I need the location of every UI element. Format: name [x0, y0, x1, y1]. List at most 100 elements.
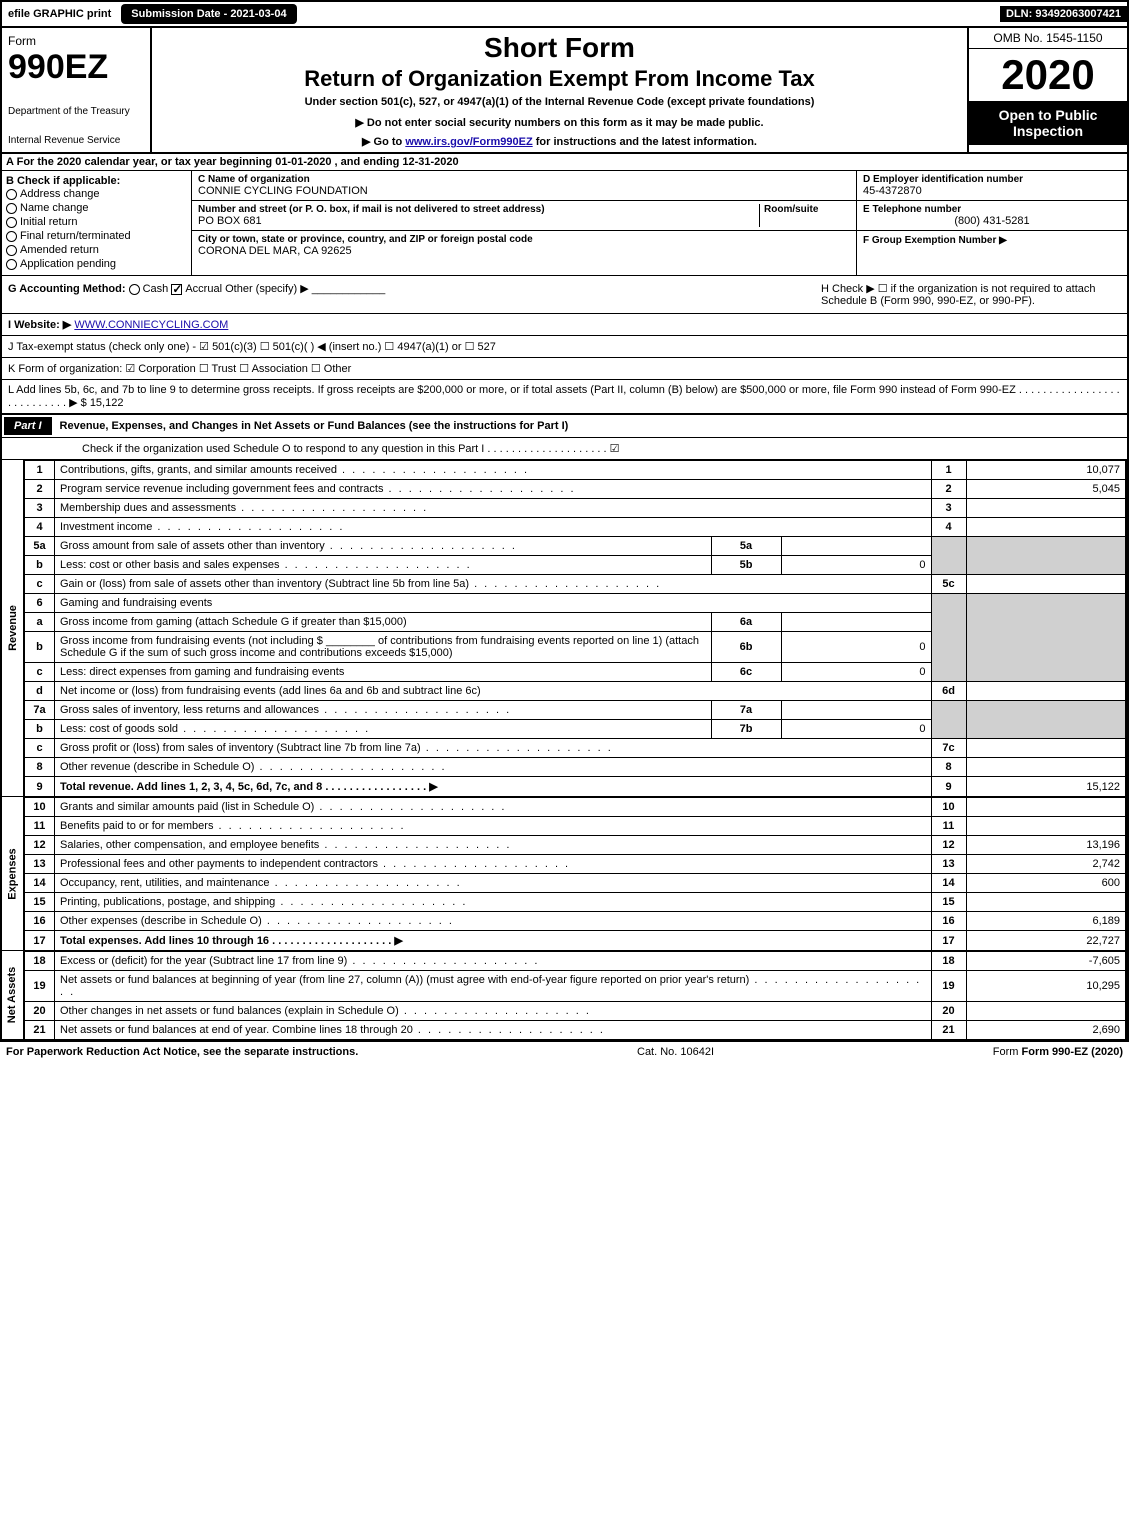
line-9-val: 15,122	[966, 777, 1126, 797]
footer-left: For Paperwork Reduction Act Notice, see …	[6, 1046, 358, 1058]
irs-label: Internal Revenue Service	[8, 135, 144, 146]
part-i-title: Revenue, Expenses, and Changes in Net As…	[54, 420, 569, 432]
line-17-val: 22,727	[966, 931, 1126, 951]
goto-pre: ▶ Go to	[362, 136, 405, 148]
line-12-rn: 12	[931, 836, 966, 855]
line-19-val: 10,295	[966, 971, 1126, 1002]
line-1-num: 1	[25, 461, 55, 480]
line-16: 16Other expenses (describe in Schedule O…	[25, 912, 1127, 931]
website-label: I Website: ▶	[8, 319, 71, 331]
line-6a-num: a	[25, 613, 55, 632]
line-3-num: 3	[25, 499, 55, 518]
revenue-sidelabel-text: Revenue	[7, 605, 19, 651]
line-11-val	[966, 817, 1126, 836]
chk-amended-return[interactable]: Amended return	[6, 243, 187, 257]
line-10-num: 10	[25, 798, 55, 817]
line-8: 8Other revenue (describe in Schedule O)8	[25, 758, 1127, 777]
group-exemption-label: F Group Exemption Number ▶	[863, 235, 1007, 246]
line-9-num: 9	[25, 777, 55, 797]
chk-accrual[interactable]: Accrual	[171, 283, 222, 295]
line-13-num: 13	[25, 855, 55, 874]
line-6-num: 6	[25, 594, 55, 613]
line-14-rn: 14	[931, 874, 966, 893]
goto-line: ▶ Go to www.irs.gov/Form990EZ for instru…	[160, 135, 959, 148]
line-7ab-rn-grey	[931, 701, 966, 739]
line-8-text: Other revenue (describe in Schedule O)	[55, 758, 932, 777]
line-3-rn: 3	[931, 499, 966, 518]
line-15-rn: 15	[931, 893, 966, 912]
form-prefix: Form	[8, 34, 144, 48]
website-link[interactable]: WWW.CONNIECYCLING.COM	[74, 319, 228, 331]
line-10-rn: 10	[931, 798, 966, 817]
box-b: B Check if applicable: Address change Na…	[2, 171, 192, 275]
line-5b-subval: 0	[781, 556, 931, 575]
room-label: Room/suite	[764, 204, 850, 215]
line-6a-subval	[781, 613, 931, 632]
box-c: C Name of organization CONNIE CYCLING FO…	[192, 171, 857, 275]
line-15-text: Printing, publications, postage, and shi…	[55, 893, 932, 912]
chk-address-change-label: Address change	[20, 188, 100, 200]
expenses-sidelabel: Expenses	[2, 797, 24, 951]
chk-other-method[interactable]: Other (specify) ▶ ____________	[225, 283, 385, 295]
line-8-num: 8	[25, 758, 55, 777]
line-1: 1Contributions, gifts, grants, and simil…	[25, 461, 1127, 480]
line-14-text: Occupancy, rent, utilities, and maintena…	[55, 874, 932, 893]
line-9: 9Total revenue. Add lines 1, 2, 3, 4, 5c…	[25, 777, 1127, 797]
line-11: 11Benefits paid to or for members11	[25, 817, 1127, 836]
line-i: I Website: ▶ WWW.CONNIECYCLING.COM	[0, 314, 1129, 336]
line-6d-text: Net income or (loss) from fundraising ev…	[55, 682, 932, 701]
line-18: 18Excess or (deficit) for the year (Subt…	[25, 952, 1127, 971]
expenses-table: 10Grants and similar amounts paid (list …	[24, 797, 1127, 951]
chk-name-change[interactable]: Name change	[6, 201, 187, 215]
line-7c-rn: 7c	[931, 739, 966, 758]
line-6d: dNet income or (loss) from fundraising e…	[25, 682, 1127, 701]
line-16-num: 16	[25, 912, 55, 931]
topbar: efile GRAPHIC print Submission Date - 20…	[0, 0, 1129, 28]
lines-g-h: G Accounting Method: Cash Accrual Other …	[0, 276, 1129, 314]
dept-treasury: Department of the Treasury	[8, 106, 144, 117]
donot-ssn: ▶ Do not enter social security numbers o…	[160, 116, 959, 129]
footer-mid: Cat. No. 10642I	[637, 1046, 714, 1058]
chk-application-pending[interactable]: Application pending	[6, 257, 187, 271]
chk-initial-return[interactable]: Initial return	[6, 215, 187, 229]
line-6-val-grey	[966, 594, 1126, 682]
under-section: Under section 501(c), 527, or 4947(a)(1)…	[160, 96, 959, 108]
line-7b-subval: 0	[781, 720, 931, 739]
chk-final-return-label: Final return/terminated	[20, 230, 131, 242]
goto-link[interactable]: www.irs.gov/Form990EZ	[405, 136, 532, 148]
part-i-tag: Part I	[4, 417, 52, 435]
chk-final-return[interactable]: Final return/terminated	[6, 229, 187, 243]
line-7c-text: Gross profit or (loss) from sales of inv…	[55, 739, 932, 758]
tel-label: E Telephone number	[863, 204, 1121, 215]
line-14-num: 14	[25, 874, 55, 893]
line-6b-text: Gross income from fundraising events (no…	[55, 632, 712, 663]
line-7a-subval	[781, 701, 931, 720]
line-j: J Tax-exempt status (check only one) - ☑…	[0, 336, 1129, 358]
header-mid: Short Form Return of Organization Exempt…	[152, 28, 967, 152]
line-5ab-rn-grey	[931, 537, 966, 575]
netassets-table: 18Excess or (deficit) for the year (Subt…	[24, 951, 1127, 1040]
line-12-num: 12	[25, 836, 55, 855]
netassets-section: Net Assets 18Excess or (deficit) for the…	[0, 951, 1129, 1042]
line-l: L Add lines 5b, 6c, and 7b to line 9 to …	[0, 380, 1129, 414]
line-18-rn: 18	[931, 952, 966, 971]
chk-name-change-label: Name change	[20, 202, 89, 214]
line-13-rn: 13	[931, 855, 966, 874]
line-a-row: A For the 2020 calendar year, or tax yea…	[0, 154, 1129, 171]
line-5c-num: c	[25, 575, 55, 594]
line-5c: cGain or (loss) from sale of assets othe…	[25, 575, 1127, 594]
footer-right: Form Form 990-EZ (2020)	[993, 1046, 1123, 1058]
line-7b-text: Less: cost of goods sold	[55, 720, 712, 739]
chk-cash[interactable]: Cash	[129, 283, 169, 295]
line-2-val: 5,045	[966, 480, 1126, 499]
chk-address-change[interactable]: Address change	[6, 187, 187, 201]
chk-application-pending-label: Application pending	[20, 258, 116, 270]
street-cell: Number and street (or P. O. box, if mail…	[192, 201, 856, 231]
line-6b-num: b	[25, 632, 55, 663]
line-10: 10Grants and similar amounts paid (list …	[25, 798, 1127, 817]
line-10-text: Grants and similar amounts paid (list in…	[55, 798, 932, 817]
line-7c-val	[966, 739, 1126, 758]
line-7a: 7aGross sales of inventory, less returns…	[25, 701, 1127, 720]
submission-date-badge: Submission Date - 2021-03-04	[121, 4, 296, 24]
efile-text: efile GRAPHIC print	[8, 8, 111, 20]
